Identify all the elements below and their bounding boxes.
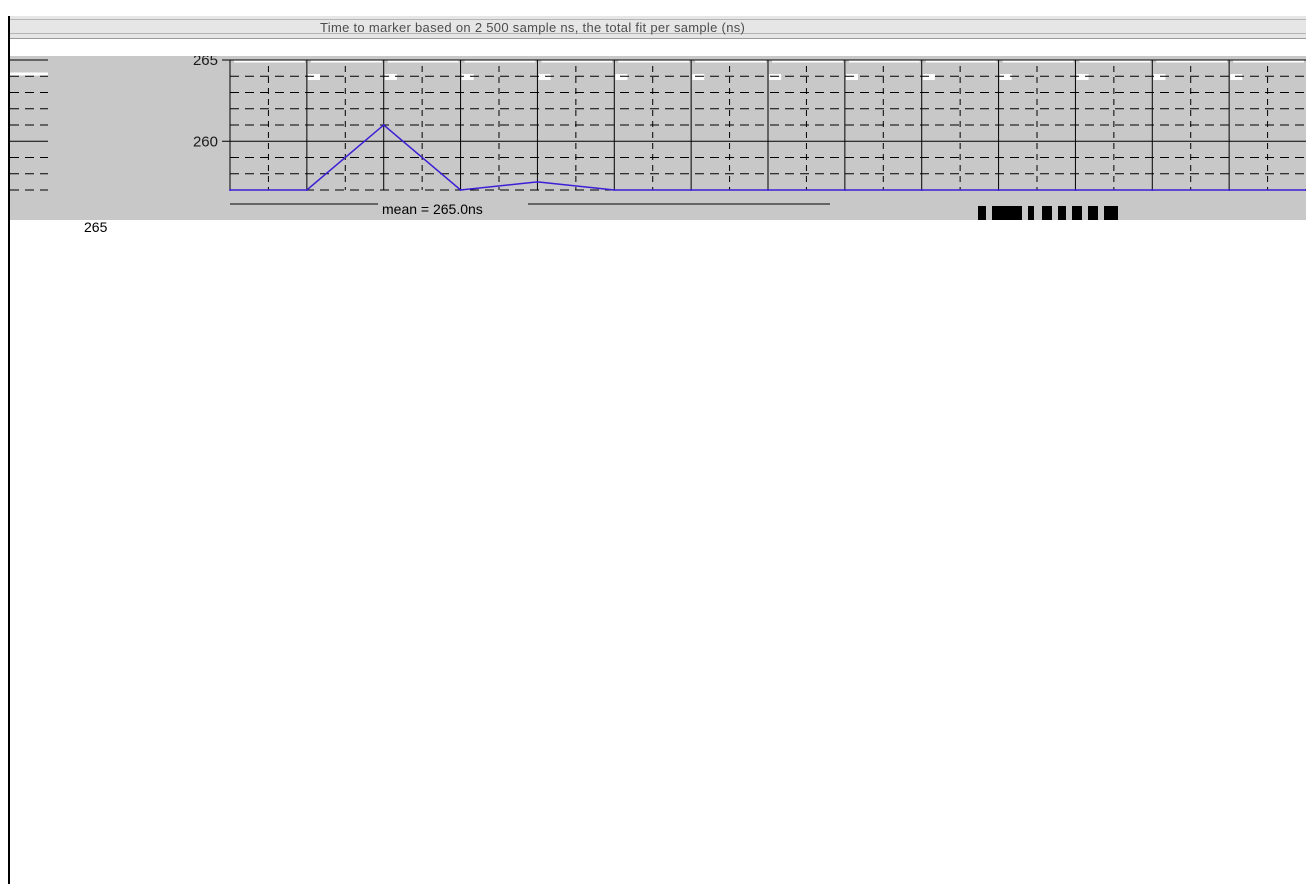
marker-block (1088, 206, 1098, 220)
data-point (1151, 189, 1154, 191)
data-point (613, 189, 616, 191)
data-point (767, 189, 769, 191)
band-marker (846, 74, 858, 80)
data-point (1074, 189, 1077, 191)
marker-block (992, 206, 1022, 220)
band-marker (615, 74, 628, 80)
bottom-noise (230, 203, 1118, 220)
band-marker (384, 74, 397, 80)
band-marker (1230, 74, 1243, 80)
left-panel (10, 60, 48, 208)
window-title: Time to marker based on 2 500 sample ns,… (320, 20, 746, 35)
plot-strip: 260 265 mean = 265.0ns (10, 56, 1306, 220)
band-marker (1153, 74, 1166, 80)
data-point (459, 189, 462, 191)
annotation-box (378, 194, 528, 220)
lower-label-svg: 265 (84, 219, 108, 235)
data-point (305, 189, 308, 191)
y-ticks: 260 265 (193, 56, 230, 150)
marker-block (1104, 206, 1118, 220)
data-point (690, 189, 693, 191)
band-marker (308, 74, 320, 80)
data-point (1228, 189, 1231, 191)
title-bar: Time to marker based on 2 500 sample ns,… (10, 16, 1306, 39)
app-window: Time to marker based on 2 500 sample ns,… (8, 16, 1306, 884)
data-point (382, 124, 385, 126)
band-marker (692, 74, 705, 80)
mean-annotation: mean = 265.0ns (382, 201, 483, 217)
y-tick-label: 260 (193, 133, 218, 150)
data-point (997, 189, 1000, 191)
marker-block (978, 206, 986, 220)
band-marker (1076, 74, 1089, 80)
data-point (920, 189, 923, 191)
marker-block (1042, 206, 1052, 220)
lower-label: 265 (84, 219, 108, 235)
band-marker (922, 74, 935, 80)
band-marker (461, 74, 474, 80)
data-point (229, 189, 231, 191)
left-grid (10, 59, 48, 191)
chart-plot: 260 265 mean = 265.0ns (10, 56, 1306, 220)
data-point (536, 180, 539, 183)
series-layer (229, 124, 1306, 191)
marker-block (1072, 206, 1082, 220)
marker-block (1028, 206, 1034, 220)
band-marker (999, 74, 1012, 80)
title-rule (10, 33, 1306, 34)
band-marker (538, 74, 551, 80)
y-tick-label: 265 (193, 56, 218, 69)
gridlines (229, 59, 1306, 191)
marker-block (1058, 206, 1066, 220)
data-point (843, 189, 846, 191)
blank-canvas: 265 (10, 219, 1306, 884)
title-rule (10, 19, 1306, 20)
band-marker (769, 74, 782, 80)
